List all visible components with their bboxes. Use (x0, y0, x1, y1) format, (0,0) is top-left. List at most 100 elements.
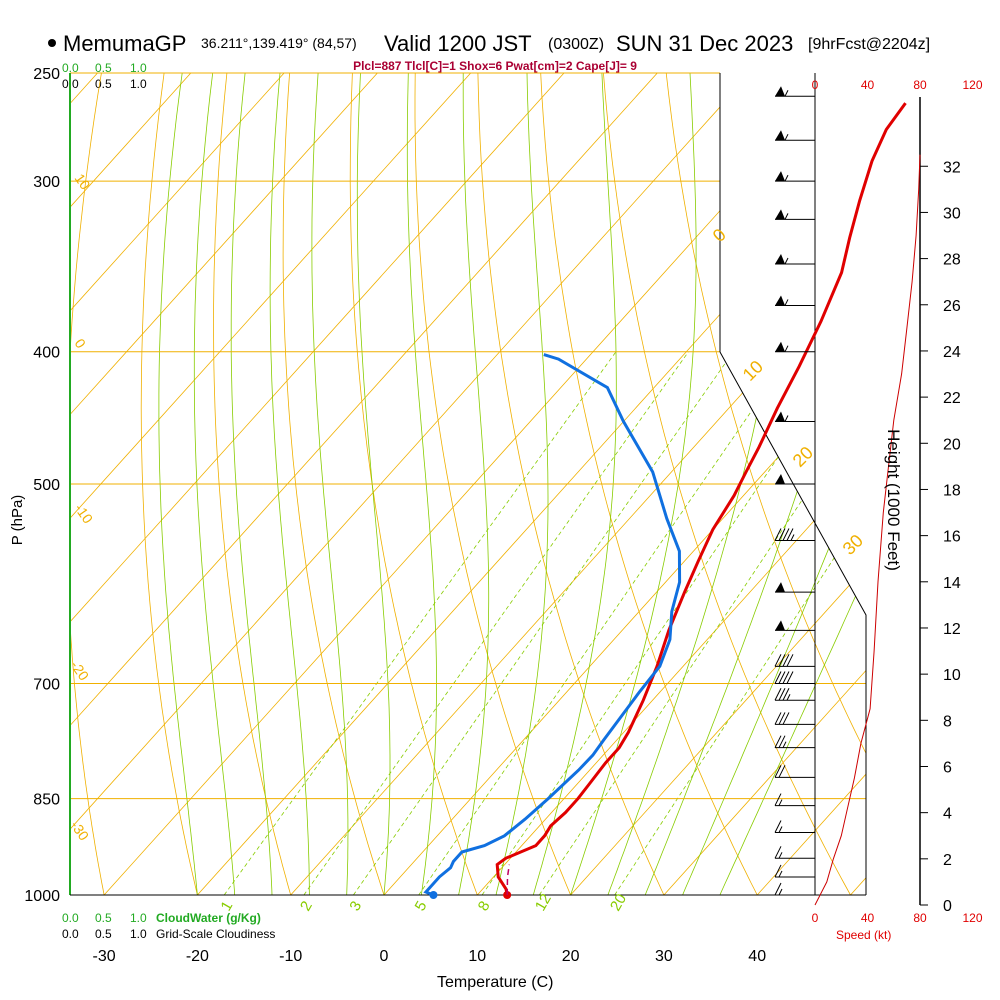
forecast-date: SUN 31 Dec 2023 (616, 31, 793, 56)
height-tick-label: 28 (943, 252, 961, 269)
frame-diagonal (719, 351, 867, 895)
location: 36.211°,139.419° (84,57) (201, 35, 357, 51)
isotherm-label: 30 (839, 531, 867, 559)
dry-adiabat-line (538, 73, 773, 895)
wind-barb-feather (774, 765, 782, 778)
wind-barb-feather (778, 671, 786, 684)
isotherm-line (290, 73, 866, 895)
surface-point (503, 891, 512, 899)
dry-adiabat-label: -10 (72, 501, 97, 527)
isobars (70, 72, 866, 896)
pressure-tick-label: 700 (33, 677, 60, 694)
wind-barb-half (784, 257, 789, 265)
model-name: MemumaGP (63, 31, 186, 56)
cloud-bottom-tick-1: 0.5 (95, 911, 112, 925)
wind-barb-feather (778, 735, 786, 748)
wind-barb-flag (775, 171, 785, 182)
temperature-tick-label: -10 (279, 948, 302, 965)
wind-barb-half (784, 415, 789, 422)
height-tick-label: 24 (943, 344, 961, 361)
isotherm-line (944, 24, 1000, 895)
wind-barb-flag (775, 209, 785, 220)
isotherm-line (70, 73, 516, 895)
wind-barb-flag (775, 582, 785, 593)
mixing-ratio-label: 12 (532, 891, 555, 914)
wind-barb-feather (778, 528, 786, 541)
speed-axis-title: Speed (kt) (836, 928, 891, 942)
wind-barb-half (784, 133, 789, 141)
height-tick-label: 6 (943, 759, 952, 776)
cloud-top-tick-0: 0.0 (62, 61, 79, 75)
pressure-tick-label: 300 (33, 174, 60, 191)
height-tick-label: 18 (943, 482, 961, 499)
dry-adiabat-line (349, 73, 489, 895)
mixing-ratio-labels: 1 2 3 5 8 12 20 (217, 891, 630, 914)
height-tick-label: 4 (943, 806, 952, 823)
wind-barb-feather (782, 712, 790, 725)
isotherm-line (477, 73, 866, 895)
cloud-top-tick-1: 0.5 (95, 61, 112, 75)
temperature-tick-label: 40 (748, 948, 766, 965)
wind-barb-feather (786, 671, 794, 684)
isotherm-line (663, 73, 866, 895)
moist-adiabat-line (458, 73, 490, 895)
mixing-ratio-label: 5 (412, 898, 431, 914)
moist-adiabat-line (193, 73, 236, 895)
moist-adiabat-line (682, 73, 866, 895)
wind-barb-flag (775, 130, 785, 141)
wind-barb-feather (782, 687, 790, 701)
wind-barb-half (784, 174, 789, 182)
cloudiness-top-tick-1: 0.5 (95, 77, 112, 91)
dry-adiabat-line (70, 73, 111, 895)
cloudiness-bottom-tick-2: 1.0 (130, 927, 147, 941)
dry-adiabat-line (213, 73, 300, 895)
height-tick-label: 0 (943, 898, 952, 915)
moist-adiabat-line (269, 73, 310, 895)
profile-line (423, 353, 682, 897)
wind-barb-half (778, 852, 783, 859)
wind-barb-feather (786, 528, 794, 541)
moist-adiabat-line (607, 73, 791, 895)
height-axis-title: Height (1000 Feet) (884, 429, 903, 571)
temperature-tick-label: -30 (93, 948, 116, 965)
isotherm-label: 10 (739, 357, 767, 385)
height-tick-label: 12 (943, 621, 961, 638)
pressure-tick-label: 250 (33, 66, 60, 83)
surface-point (429, 891, 438, 899)
moist-adiabat-line (311, 73, 349, 895)
wind-barb-feather (786, 654, 794, 667)
speed-tick-top: 40 (861, 78, 875, 92)
isotherm-line (70, 73, 796, 895)
moist-adiabat-line (570, 73, 697, 895)
isotherm-line (70, 73, 236, 895)
cloud-bottom-tick-2: 1.0 (130, 911, 147, 925)
height-tick-label: 26 (943, 298, 961, 315)
isotherm-label: 0 (709, 225, 730, 246)
wind-barb-half (784, 299, 789, 306)
temperature-tick-label: 30 (655, 948, 673, 965)
wind-barb-flag (775, 295, 785, 306)
wind-barb-feather (774, 793, 782, 806)
wind-barb-half (786, 693, 791, 701)
moist-adiabat-line (532, 73, 617, 895)
wind-barb-feather (778, 712, 786, 725)
cloudiness-bottom-tick-0: 0.0 (62, 927, 79, 941)
mixing-ratio-line (538, 351, 866, 895)
dry-adiabat-line (414, 73, 584, 895)
valid-time: Valid 1200 JST (384, 31, 532, 56)
height-tick-label: 22 (943, 390, 961, 407)
wind-barb-feather (774, 654, 782, 667)
dry-adiabat-line (477, 73, 678, 895)
mixing-ratio-line (614, 351, 866, 895)
dry-adiabat-line (282, 73, 395, 895)
height-tick-label: 10 (943, 667, 961, 684)
height-tick-label: 14 (943, 575, 961, 592)
speed-tick-bottom: 80 (913, 911, 927, 925)
wind-barb-half (784, 213, 789, 220)
mixing-ratio-line (353, 351, 734, 895)
height-tick-label: 32 (943, 159, 961, 176)
isotherm-line (0, 24, 49, 895)
profile-line (495, 102, 907, 896)
